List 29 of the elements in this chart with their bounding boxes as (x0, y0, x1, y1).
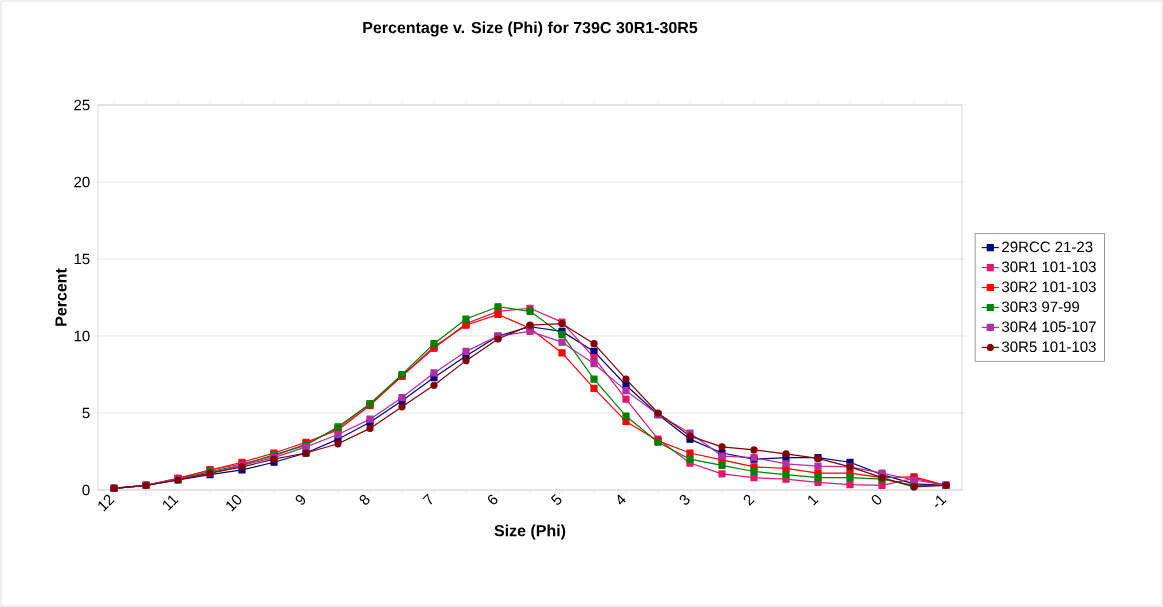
x-axis-title: Size (Phi) (494, 524, 566, 540)
x-tick-label: 1 (808, 495, 819, 506)
y-tick-label: 10 (74, 330, 90, 342)
x-tick-label: 7 (422, 493, 433, 505)
y-axis-title: Percent (55, 268, 67, 326)
y-tick-label: 5 (82, 407, 90, 419)
x-tick-label: 8 (359, 494, 370, 505)
x-tick-label: 11 (163, 495, 179, 511)
y-tick-label: 20 (74, 176, 90, 188)
chart-title: Percentage v. Size (Phi) for 739C 30R1-30R5 (363, 21, 698, 37)
y-tick-label: 0 (82, 484, 90, 496)
legend-label: 30R3 97-99 (1002, 301, 1080, 313)
x-tick-label: 3 (679, 494, 690, 505)
x-tick-label: -1 (934, 495, 947, 507)
x-tick-label: 2 (743, 494, 755, 506)
x-tick-label: 9 (295, 494, 306, 505)
legend-label: 30R5 101-103 (1002, 341, 1096, 353)
y-tick-label: 25 (74, 99, 90, 111)
x-tick-label: 10 (226, 494, 242, 512)
x-tick-label: 0 (871, 494, 882, 505)
x-tick-label: 4 (617, 494, 626, 505)
legend-label: 30R2 101-103 (1002, 281, 1096, 293)
x-tick-label: 5 (550, 493, 562, 505)
x-tick-label: 6 (488, 494, 498, 505)
y-tick-label: 15 (74, 253, 90, 265)
x-tick-label: 12 (98, 494, 115, 512)
legend-label: 30R4 105-107 (1002, 321, 1096, 333)
legend-label: 30R1 101-103 (1002, 261, 1096, 273)
legend-label: 29RCC 21-23 (1002, 241, 1093, 253)
